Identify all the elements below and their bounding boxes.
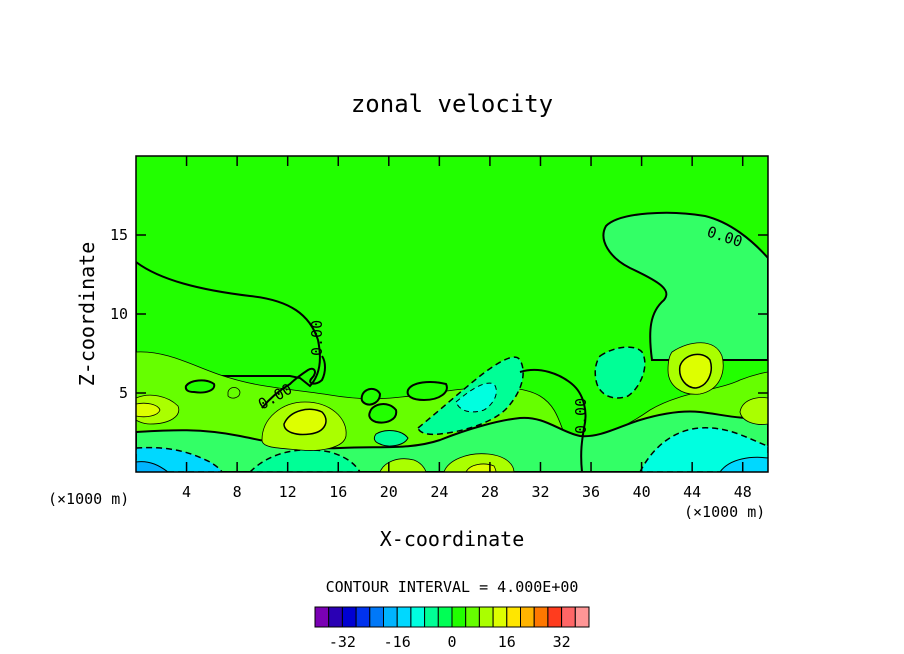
contour-interval-label: CONTOUR INTERVAL = 4.000E+00 xyxy=(326,578,579,596)
y-axis-label: Z-coordinate xyxy=(75,242,99,387)
colorbar-segment xyxy=(574,606,590,628)
y-tick-label: 10 xyxy=(110,305,128,323)
x-tick-label: 32 xyxy=(531,483,549,501)
contour-region-positive-bottom-center xyxy=(443,453,515,472)
contour-region-positive-far-right xyxy=(739,397,768,425)
colorbar-tick-label: 0 xyxy=(447,633,456,651)
colorbar-tick-label: -16 xyxy=(384,633,411,651)
colorbar-segment xyxy=(478,606,494,628)
colorbar-tick-label: -32 xyxy=(329,633,356,651)
x-tick-label: 36 xyxy=(582,483,600,501)
contour-line-zero-vertical xyxy=(519,368,587,472)
x-tick-label: 24 xyxy=(430,483,448,501)
y-axis-ticks: 5 10 15 xyxy=(110,226,768,402)
x-tick-label: 4 xyxy=(182,483,191,501)
colorbar-segment xyxy=(341,606,357,628)
colorbar-segment xyxy=(396,606,412,628)
contour-region-positive-left-core xyxy=(136,402,161,418)
contour-blob-center-2 xyxy=(368,403,398,424)
colorbar-segment xyxy=(451,606,467,628)
contour-blob-left xyxy=(184,379,216,394)
colorbar-segment xyxy=(424,606,439,628)
contour-line-zero-wiggle xyxy=(261,355,326,409)
x-axis-ticks: 4 8 12 16 20 24 28 32 36 40 44 48 xyxy=(182,156,752,501)
colorbar-tick-label: 32 xyxy=(553,633,571,651)
x-tick-label: 28 xyxy=(481,483,499,501)
contour-blob-center-3 xyxy=(406,381,448,402)
contour-blob-center-4 xyxy=(373,430,409,447)
chart-title: zonal velocity xyxy=(351,90,553,118)
colorbar-segment xyxy=(547,606,563,628)
colorbar-segment xyxy=(383,606,398,628)
colorbar-segment xyxy=(369,606,384,628)
y-tick-label: 5 xyxy=(119,384,128,402)
colorbar-segment xyxy=(355,606,371,628)
contour-label: 0.00 xyxy=(572,398,590,434)
contour-blob-center-1 xyxy=(360,388,382,406)
colorbar-segment xyxy=(437,606,453,628)
x-unit-label-right: (×1000 m) xyxy=(684,503,765,521)
contour-region-positive-right-core xyxy=(678,353,712,389)
x-unit-label-left: (×1000 m) xyxy=(48,490,129,508)
x-tick-label: 20 xyxy=(380,483,398,501)
x-tick-label: 8 xyxy=(233,483,242,501)
x-tick-label: 16 xyxy=(329,483,347,501)
plot-area xyxy=(136,156,768,472)
colorbar-segment xyxy=(410,606,426,628)
contour-region-negative-right xyxy=(594,346,646,399)
contour-label: 0.00 xyxy=(308,320,326,356)
contour-region-positive-center-left-core xyxy=(283,408,327,436)
contour-blob-left-small xyxy=(227,387,241,399)
contour-region-upper-right xyxy=(602,211,768,361)
colorbar-segment xyxy=(314,606,330,628)
colorbar-segment xyxy=(328,606,343,628)
x-tick-label: 40 xyxy=(633,483,651,501)
colorbar-segment xyxy=(465,606,480,628)
contour-region-negative-bottom-right-core xyxy=(719,456,768,472)
contour-region-negative-bottom-left-core xyxy=(136,461,169,472)
colorbar: -32 -16 0 16 32 xyxy=(314,606,590,651)
x-tick-label: 48 xyxy=(734,483,752,501)
colorbar-tick-label: 16 xyxy=(498,633,516,651)
contour-region-upper-left xyxy=(136,260,321,388)
colorbar-segment xyxy=(533,606,549,628)
contour-region-negative-center-core xyxy=(455,382,497,413)
contour-region-negative-bottom-center xyxy=(248,449,361,472)
colorbar-segment xyxy=(561,606,576,628)
y-tick-label: 15 xyxy=(110,226,128,244)
colorbar-segment xyxy=(520,606,535,628)
x-tick-label: 12 xyxy=(279,483,297,501)
x-tick-label: 44 xyxy=(683,483,701,501)
colorbar-segment xyxy=(506,606,521,628)
colorbar-segment xyxy=(492,606,508,628)
x-axis-label: X-coordinate xyxy=(380,527,525,551)
contour-region-positive-bottom-mid xyxy=(379,458,427,472)
